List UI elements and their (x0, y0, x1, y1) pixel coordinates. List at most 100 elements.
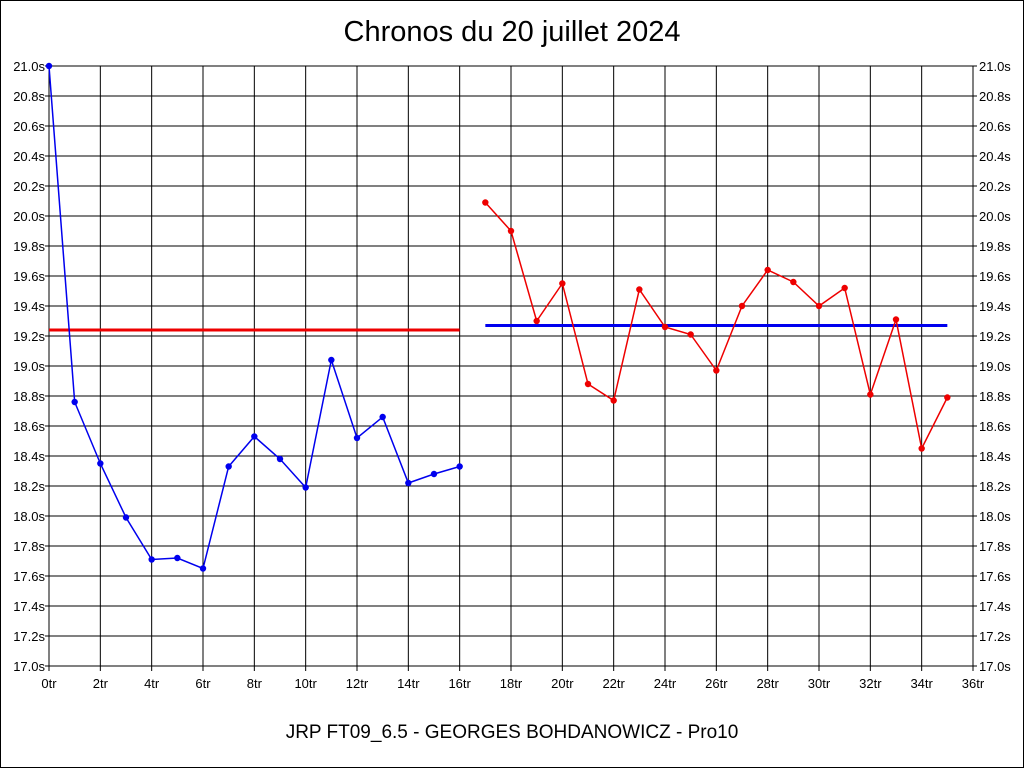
data-point (482, 199, 489, 206)
data-point (251, 433, 258, 440)
data-point (122, 514, 130, 521)
data-point (507, 227, 515, 235)
y-tick-label-left: 18.2s (13, 479, 45, 494)
y-tick-label-left: 20.0s (13, 209, 45, 224)
x-tick-label: 18tr (500, 676, 523, 691)
x-tick-label: 22tr (602, 676, 625, 691)
x-tick-label: 26tr (705, 676, 728, 691)
data-point (533, 317, 540, 325)
y-tick-label-right: 18.4s (979, 449, 1011, 464)
y-tick-label-left: 21.0s (13, 59, 45, 74)
x-tick-label: 12tr (346, 676, 369, 691)
data-point (71, 398, 78, 406)
y-tick-label-right: 20.8s (979, 89, 1011, 104)
y-tick-label-right: 20.2s (979, 179, 1011, 194)
y-tick-label-right: 17.4s (979, 599, 1011, 614)
y-tick-label-left: 18.4s (13, 449, 45, 464)
y-tick-label-right: 21.0s (979, 59, 1011, 74)
data-point (918, 445, 925, 452)
chart-title: Chronos du 20 juillet 2024 (343, 16, 681, 48)
y-tick-label-left: 17.0s (13, 659, 45, 674)
y-tick-label-right: 18.2s (979, 479, 1011, 494)
y-tick-label-left: 17.6s (13, 569, 45, 584)
y-tick-label-left: 18.6s (13, 419, 45, 434)
x-tick-label: 6tr (195, 676, 211, 691)
x-tick-label: 10tr (294, 676, 317, 691)
data-point (661, 323, 669, 331)
y-tick-label-right: 17.6s (979, 569, 1011, 584)
data-point (276, 455, 284, 463)
data-point (559, 280, 566, 287)
data-point (867, 391, 874, 398)
y-tick-label-right: 17.2s (979, 629, 1011, 644)
data-point (944, 394, 951, 401)
y-tick-label-right: 17.8s (979, 539, 1011, 554)
data-point (610, 397, 617, 404)
y-tick-label-left: 17.4s (13, 599, 45, 614)
data-point (174, 554, 181, 562)
y-tick-label-right: 19.2s (979, 329, 1011, 344)
data-point (584, 380, 592, 388)
x-tick-label: 34tr (910, 676, 933, 691)
data-point (815, 302, 823, 310)
y-tick-label-left: 19.0s (13, 359, 45, 374)
data-point (713, 367, 720, 374)
y-tick-label-right: 20.0s (979, 209, 1011, 224)
y-tick-label-right: 19.4s (979, 299, 1011, 314)
plot-border (48, 65, 974, 667)
x-tick-label: 8tr (247, 676, 263, 691)
y-tick-label-right: 19.8s (979, 239, 1011, 254)
x-tick-label: 20tr (551, 676, 574, 691)
y-tick-label-right: 20.4s (979, 149, 1011, 164)
x-tick-label: 14tr (397, 676, 420, 691)
y-tick-label-left: 20.6s (13, 119, 45, 134)
data-point (302, 484, 309, 491)
data-point (636, 286, 643, 293)
y-tick-label-right: 19.0s (979, 359, 1011, 374)
y-tick-label-left: 19.2s (13, 329, 45, 344)
data-point (892, 316, 900, 323)
chart-footer: JRP FT09_6.5 - GEORGES BOHDANOWICZ - Pro… (285, 722, 739, 743)
y-tick-label-right: 20.6s (979, 119, 1011, 134)
data-point (148, 556, 155, 563)
data-point (430, 470, 438, 478)
x-tick-label: 24tr (654, 676, 677, 691)
data-point (328, 356, 335, 364)
data-point (97, 460, 104, 467)
data-point (764, 266, 771, 274)
x-tick-label: 30tr (808, 676, 831, 691)
data-point (405, 479, 412, 487)
x-tick-label: 4tr (144, 676, 160, 691)
y-tick-label-left: 19.4s (13, 299, 45, 314)
data-point (199, 565, 207, 572)
data-point (379, 413, 386, 421)
data-point (841, 284, 848, 292)
x-tick-label: 0tr (41, 676, 57, 691)
y-tick-label-right: 19.6s (979, 269, 1011, 284)
y-tick-label-left: 18.0s (13, 509, 45, 524)
y-tick-label-right: 18.6s (979, 419, 1011, 434)
x-tick-label: 2tr (93, 676, 109, 691)
data-point (45, 62, 53, 70)
data-point (790, 278, 797, 286)
y-tick-label-right: 18.0s (979, 509, 1011, 524)
data-point (225, 463, 232, 470)
y-tick-label-right: 17.0s (979, 659, 1011, 674)
data-point (738, 302, 746, 310)
y-tick-label-left: 20.8s (13, 89, 45, 104)
y-tick-label-left: 17.2s (13, 629, 45, 644)
y-tick-label-left: 17.8s (13, 539, 45, 554)
y-tick-label-left: 18.8s (13, 389, 45, 404)
y-tick-label-left: 20.4s (13, 149, 45, 164)
y-tick-label-right: 18.8s (979, 389, 1011, 404)
x-tick-label: 36tr (962, 676, 985, 691)
x-tick-label: 32tr (859, 676, 882, 691)
y-tick-label-left: 19.8s (13, 239, 45, 254)
x-tick-label: 28tr (756, 676, 779, 691)
data-point (687, 331, 694, 338)
x-tick-label: 16tr (448, 676, 471, 691)
data-point (353, 434, 361, 442)
data-point (456, 463, 463, 470)
y-tick-label-left: 20.2s (13, 179, 45, 194)
